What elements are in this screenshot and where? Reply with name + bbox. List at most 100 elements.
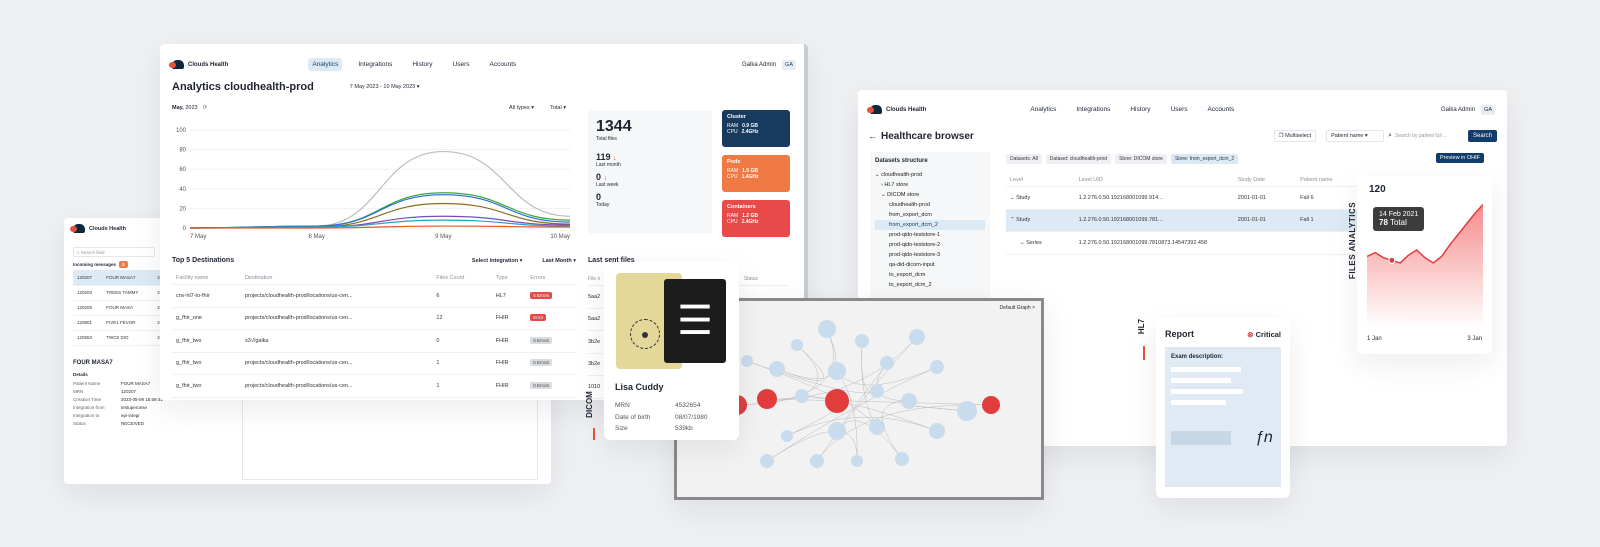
table-row[interactable]: g_fhir_two projects/cloudhealth-prod/loca… <box>172 352 576 375</box>
column-header[interactable]: Level UID <box>1074 174 1234 187</box>
graph-node[interactable] <box>851 455 863 467</box>
graph-node[interactable] <box>909 329 925 345</box>
tree-item[interactable]: › HL7 store <box>881 182 909 188</box>
column-header[interactable]: Level <box>1006 174 1075 187</box>
user-name[interactable]: Galka Admin <box>1441 106 1476 113</box>
table-row[interactable]: g_fhir_one projects/cloudhealth-prod/loca… <box>172 307 576 330</box>
nav-analytics[interactable]: Analytics <box>308 58 343 71</box>
tree-item[interactable]: ⌄ cloudhealth-prod <box>875 172 923 178</box>
column-header[interactable]: Type <box>491 272 527 285</box>
avatar[interactable]: GA <box>1481 104 1495 115</box>
avatar[interactable]: GA <box>782 59 796 70</box>
graph-node[interactable] <box>880 356 894 370</box>
tree-item[interactable]: prod-qido-teststore-2 <box>889 242 941 248</box>
graph-node[interactable] <box>828 362 846 380</box>
last-week-label: Last week <box>596 182 619 188</box>
nav-history[interactable]: History <box>412 61 433 68</box>
multiselect-button[interactable]: ❐ Multiselect <box>1273 130 1317 142</box>
graph-node[interactable] <box>781 430 793 442</box>
graph-node[interactable] <box>825 389 849 413</box>
nav-analytics[interactable]: Analytics <box>1030 106 1057 113</box>
date-range-select[interactable]: 7 May 2023 - 10 May 2023 ▾ <box>349 84 420 90</box>
tree-item[interactable]: prod-qido-teststore-3 <box>889 252 941 258</box>
nav-integrations[interactable]: Integrations <box>1076 106 1111 113</box>
graph-node[interactable] <box>791 339 803 351</box>
graph-node[interactable] <box>855 334 869 348</box>
scrollbar[interactable] <box>804 44 808 400</box>
graph-node[interactable] <box>757 389 777 409</box>
tree-item[interactable]: cloudhealth-prod <box>889 202 930 208</box>
preview-ohif-button[interactable]: Preview in OHIF <box>1436 153 1485 163</box>
filter-chip[interactable]: Dataset: cloudhealth-prod <box>1045 154 1112 164</box>
graph-node[interactable] <box>810 454 824 468</box>
messages-search-input[interactable]: ⌕ Search field <box>73 247 155 257</box>
graph-node[interactable] <box>818 320 836 338</box>
user-name[interactable]: Galka Admin <box>742 61 777 68</box>
patient-field-select[interactable]: Patient name ▾ <box>1326 130 1385 142</box>
period-select[interactable]: Last Month ▾ <box>542 257 576 264</box>
refresh-icon[interactable]: ⟳ <box>202 105 208 111</box>
tree-item[interactable]: qa-did-dicom-input <box>889 262 935 268</box>
column-header[interactable]: Facility name <box>172 272 241 285</box>
filter-chip[interactable]: Store: from_export_dcm_2 <box>1170 154 1239 164</box>
nav-history[interactable]: History <box>1130 106 1151 113</box>
brand-name: Clouds Health <box>886 106 927 113</box>
graph-node[interactable] <box>895 452 909 466</box>
nav-users[interactable]: Users <box>1170 106 1188 113</box>
incoming-label: Incoming messages <box>73 262 117 267</box>
table-row[interactable]: g_fhir_two projects/cloudhealth-prod/loca… <box>172 374 576 398</box>
column-header[interactable]: Destination <box>240 272 433 285</box>
message-id: 120801 <box>73 315 103 331</box>
study-row[interactable]: ⌄ Series 1.2.276.0.50.192168001099.781087… <box>1006 231 1366 255</box>
back-arrow-icon[interactable]: ← <box>868 131 877 141</box>
nav-users[interactable]: Users <box>452 61 470 68</box>
table-row[interactable]: g_fhir_two s3://galka 0 FHIR 0 Errors <box>172 329 576 353</box>
integration-select[interactable]: Select integration ▾ <box>471 257 523 264</box>
graph-node[interactable] <box>901 393 917 409</box>
total-filter[interactable]: Total ▾ <box>550 105 566 111</box>
message-name: FOUR MASA <box>102 300 154 316</box>
table-row[interactable]: cnv-hl7-to-fhir projects/cloudhealth-prod… <box>172 284 576 308</box>
nav-integrations[interactable]: Integrations <box>358 61 393 68</box>
tree-item[interactable]: from_export_dcm <box>889 212 932 218</box>
column-header[interactable]: Errors <box>526 272 576 285</box>
graph-node[interactable] <box>828 422 846 440</box>
types-filter[interactable]: All types ▾ <box>508 105 535 111</box>
cell-uid: 1.2.276.0.50.192168001099.781... <box>1074 209 1234 232</box>
study-row[interactable]: ⌃ Study 1.2.276.0.50.192168001099.781... 2… <box>1006 209 1366 232</box>
filter-chip[interactable]: Datasets: All <box>1006 154 1042 164</box>
graph-node[interactable] <box>741 355 753 367</box>
graph-node[interactable] <box>930 360 944 374</box>
patient-search-input[interactable]: Search by patient full ... <box>1394 133 1448 139</box>
graph-node[interactable] <box>929 423 945 439</box>
graph-node[interactable] <box>869 419 885 435</box>
graph-node[interactable] <box>795 389 809 403</box>
graph-node[interactable] <box>760 454 774 468</box>
graph-node[interactable] <box>957 401 977 421</box>
column-header[interactable]: Files Count <box>432 272 492 285</box>
filter-chip[interactable]: Store: DICOM store <box>1115 154 1167 164</box>
study-row[interactable]: ⌄ Study 1.2.276.0.50.192168001099.914... 2… <box>1006 186 1366 210</box>
ram-value: 1.5 GB <box>742 168 758 174</box>
nav-accounts[interactable]: Accounts <box>489 61 517 68</box>
graph-node[interactable] <box>982 396 1000 414</box>
column-header[interactable]: Patient name <box>1296 174 1366 187</box>
x-end-label: 3 Jan <box>1467 336 1482 342</box>
search-icon: ⌕ <box>1388 132 1392 139</box>
search-button[interactable]: Search <box>1467 130 1497 142</box>
graph-node[interactable] <box>769 361 785 377</box>
column-header[interactable]: Study Date <box>1233 174 1297 187</box>
close-icon[interactable]: × <box>1032 305 1035 311</box>
tree-item[interactable]: to_export_dcm_2 <box>889 282 932 288</box>
tree-item[interactable]: to_export_dcm <box>889 272 926 278</box>
tree-item[interactable]: ⌄ DICOM store <box>881 192 920 198</box>
tree-item[interactable]: from_export_dcm_2 <box>875 220 985 230</box>
nav-accounts[interactable]: Accounts <box>1207 106 1235 113</box>
graph-node[interactable] <box>870 384 884 398</box>
tree-item[interactable]: prod-qido-teststore-1 <box>889 232 941 238</box>
